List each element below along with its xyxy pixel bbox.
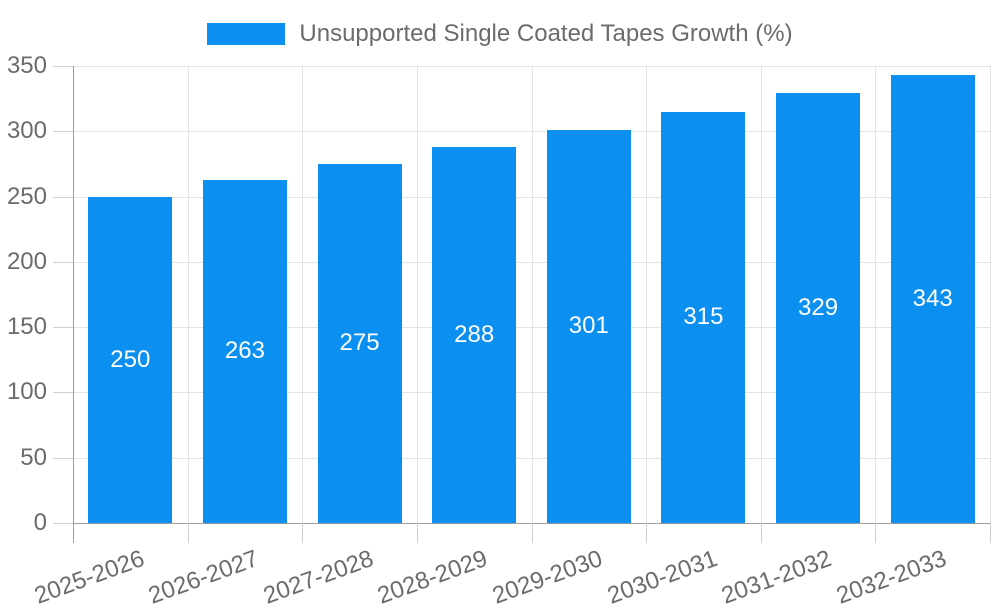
y-tick-label: 0 (33, 509, 47, 536)
bar-value-label: 343 (912, 285, 953, 313)
x-tick-label: 2027-2028 (259, 545, 377, 610)
bar[interactable]: 288 (432, 146, 517, 523)
plot-area: 0 50 100 150 200 250 300 350 250 2025-2026 263 2026… (7, 53, 991, 610)
y-axis-tick (53, 196, 73, 198)
x-axis-tick (646, 523, 648, 543)
x-gridline (187, 66, 189, 523)
x-gridline (760, 66, 762, 523)
bar-value-label: 288 (454, 320, 495, 348)
y-axis-tick (53, 457, 73, 459)
bar[interactable]: 301 (546, 129, 631, 523)
x-gridline (990, 66, 991, 523)
x-gridline (416, 66, 418, 523)
x-axis-tick (302, 523, 304, 543)
x-axis-tick (531, 523, 533, 543)
bar[interactable]: 275 (317, 163, 402, 523)
y-axis-tick (53, 392, 73, 394)
y-tick-label: 300 (6, 117, 47, 145)
bar[interactable]: 315 (661, 111, 746, 523)
legend-label: Unsupported Single Coated Tapes Growth (… (299, 20, 793, 47)
x-gridline (646, 66, 648, 523)
x-tick-label: 2025-2026 (30, 545, 148, 610)
x-gridline (73, 66, 74, 523)
y-tick-label: 100 (6, 378, 47, 406)
x-axis-tick (875, 523, 877, 543)
chart-legend[interactable]: Unsupported Single Coated Tapes Growth (… (0, 20, 1000, 48)
y-axis-tick (53, 327, 73, 329)
y-tick-label: 200 (6, 247, 47, 275)
y-tick-label: 250 (6, 182, 47, 210)
bar-value-label: 301 (568, 312, 609, 340)
legend-swatch (207, 23, 286, 45)
x-gridline (531, 66, 533, 523)
x-tick-label: 2026-2027 (145, 545, 263, 610)
x-tick-label: 2031-2032 (718, 545, 836, 610)
x-axis-tick (416, 523, 418, 543)
x-axis-tick (760, 523, 762, 543)
bar[interactable]: 263 (202, 179, 287, 523)
y-axis-tick (53, 523, 73, 524)
y-tick-label: 50 (20, 443, 47, 471)
bar-value-label: 329 (798, 294, 839, 322)
bar[interactable]: 343 (890, 75, 975, 523)
bar-value-label: 263 (224, 337, 265, 365)
bar-value-label: 315 (683, 303, 724, 331)
y-axis-tick (53, 66, 73, 67)
bar-value-label: 250 (110, 345, 151, 373)
bar-value-label: 275 (339, 329, 380, 357)
y-axis-tick (53, 261, 73, 263)
bar[interactable]: 329 (776, 93, 861, 523)
x-gridline (875, 66, 877, 523)
x-axis-tick (990, 523, 991, 543)
y-tick-label: 350 (6, 52, 47, 79)
x-tick-label: 2032-2033 (832, 545, 950, 610)
x-tick-label: 2028-2029 (374, 545, 492, 610)
x-axis-tick (73, 523, 74, 543)
x-tick-label: 2029-2030 (488, 545, 607, 610)
x-tick-label: 2030-2031 (603, 545, 721, 610)
x-axis-tick (187, 523, 189, 543)
y-tick-label: 150 (6, 313, 47, 341)
y-axis-tick (53, 131, 73, 133)
x-gridline (302, 66, 304, 523)
bar[interactable]: 250 (88, 196, 173, 523)
